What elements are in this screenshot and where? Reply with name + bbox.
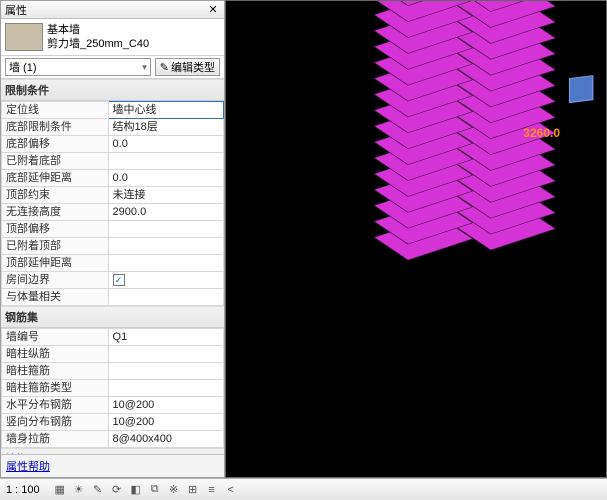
property-value[interactable]: 10@200 [108,397,223,414]
chevron-down-icon: ▾ [142,62,147,73]
property-row[interactable]: 底部限制条件结构18层 [2,119,224,136]
property-value[interactable]: 未连接 [108,187,223,204]
property-value[interactable] [108,363,223,380]
statusbar-icon[interactable]: ⊞ [185,482,201,498]
section-header[interactable]: 限制条件 [1,79,224,101]
property-value[interactable] [108,289,223,306]
checkbox-icon[interactable]: ✓ [113,274,125,286]
property-row[interactable]: 已附着底部 [2,153,224,170]
property-key: 已附着顶部 [2,238,109,255]
property-value[interactable] [108,153,223,170]
property-row[interactable]: 顶部偏移 [2,221,224,238]
property-key: 暗柱纵筋 [2,346,109,363]
property-value[interactable]: 2900.0 [108,204,223,221]
property-value[interactable]: ✓ [108,272,223,289]
edit-type-label: 编辑类型 [171,59,215,75]
property-row[interactable]: 墙编号Q1 [2,329,224,346]
property-key: 与体量相关 [2,289,109,306]
property-row[interactable]: 已附着顶部 [2,238,224,255]
property-key: 暗柱箍筋 [2,363,109,380]
edit-type-button[interactable]: ✎ 编辑类型 [155,58,220,76]
filter-label: 墙 (1) [9,59,37,75]
property-value[interactable]: 0.0 [108,136,223,153]
property-value[interactable] [108,380,223,397]
property-value[interactable]: 结构18层 [108,119,223,136]
statusbar-icon[interactable]: ✎ [90,482,106,498]
property-row[interactable]: 墙身拉筋8@400x400 [2,431,224,448]
statusbar-icon[interactable]: < [223,482,239,498]
property-row[interactable]: 暗柱箍筋 [2,363,224,380]
property-value[interactable] [108,255,223,272]
property-row[interactable]: 暗柱纵筋 [2,346,224,363]
status-bar: 1 : 100 ▦☀✎⟳◧⧉※⊞≡< [0,478,607,500]
property-row[interactable]: 暗柱箍筋类型 [2,380,224,397]
property-key: 水平分布钢筋 [2,397,109,414]
statusbar-icons: ▦☀✎⟳◧⧉※⊞≡< [52,482,239,498]
close-icon[interactable]: ✕ [206,3,220,17]
property-row[interactable]: 底部偏移0.0 [2,136,224,153]
property-key: 定位线 [2,102,109,119]
section-header[interactable]: 钢筋集 [1,306,224,328]
property-row[interactable]: 与体量相关 [2,289,224,306]
property-key: 底部限制条件 [2,119,109,136]
statusbar-icon[interactable]: ≡ [204,482,220,498]
property-key: 暗柱箍筋类型 [2,380,109,397]
filter-dropdown[interactable]: 墙 (1) ▾ [5,58,151,76]
type-text: 基本墙 剪力墙_250mm_C40 [47,23,220,51]
filter-row: 墙 (1) ▾ ✎ 编辑类型 [1,56,224,79]
property-value[interactable] [108,221,223,238]
property-key: 无连接高度 [2,204,109,221]
type-name: 剪力墙_250mm_C40 [47,38,220,51]
type-selector[interactable]: 基本墙 剪力墙_250mm_C40 [1,19,224,56]
statusbar-icon[interactable]: ◧ [128,482,144,498]
property-key: 已附着底部 [2,153,109,170]
property-value[interactable]: 10@200 [108,414,223,431]
3d-viewport[interactable]: 3260.0 [225,0,607,478]
property-key: 墙编号 [2,329,109,346]
property-row[interactable]: 房间边界 ✓ [2,272,224,289]
property-key: 顶部延伸距离 [2,255,109,272]
property-value[interactable]: 0.0 [108,170,223,187]
property-key: 顶部约束 [2,187,109,204]
statusbar-icon[interactable]: ※ [166,482,182,498]
property-row[interactable]: 顶部延伸距离 [2,255,224,272]
property-value[interactable]: Q1 [108,329,223,346]
properties-panel: 属性 ✕ 基本墙 剪力墙_250mm_C40 墙 (1) ▾ ✎ 编辑类型 限制… [0,0,225,478]
property-key: 房间边界 [2,272,109,289]
type-swatch-icon [5,23,43,51]
statusbar-icon[interactable]: ⧉ [147,482,163,498]
panel-title: 属性 [5,2,27,18]
property-row[interactable]: 底部延伸距离0.0 [2,170,224,187]
property-key: 底部延伸距离 [2,170,109,187]
statusbar-icon[interactable]: ☀ [71,482,87,498]
type-category: 基本墙 [47,24,220,37]
dimension-label: 3260.0 [523,126,560,140]
scale-value: 1 : 100 [6,484,40,496]
property-row[interactable]: 无连接高度2900.0 [2,204,224,221]
statusbar-icon[interactable]: ▦ [52,482,68,498]
property-row[interactable]: 顶部约束未连接 [2,187,224,204]
statusbar-icon[interactable]: ⟳ [109,482,125,498]
help-link[interactable]: 属性帮助 [6,461,50,473]
property-value[interactable] [108,238,223,255]
property-row[interactable]: 竖向分布钢筋10@200 [2,414,224,431]
property-row[interactable]: 定位线墙中心线 [2,102,224,119]
properties-grid[interactable]: 限制条件定位线墙中心线底部限制条件结构18层底部偏移0.0已附着底部底部延伸距离… [1,79,224,454]
property-key: 竖向分布钢筋 [2,414,109,431]
property-value[interactable] [108,346,223,363]
panel-footer: 属性帮助 [1,454,224,477]
property-value[interactable]: 墙中心线 [108,102,223,119]
property-value[interactable]: 8@400x400 [108,431,223,448]
property-key: 底部偏移 [2,136,109,153]
panel-header: 属性 ✕ [1,1,224,19]
edit-type-icon: ✎ [160,61,169,74]
view-cube[interactable] [569,75,593,103]
property-key: 墙身拉筋 [2,431,109,448]
view-scale[interactable]: 1 : 100 [6,484,40,496]
property-row[interactable]: 水平分布钢筋10@200 [2,397,224,414]
property-key: 顶部偏移 [2,221,109,238]
